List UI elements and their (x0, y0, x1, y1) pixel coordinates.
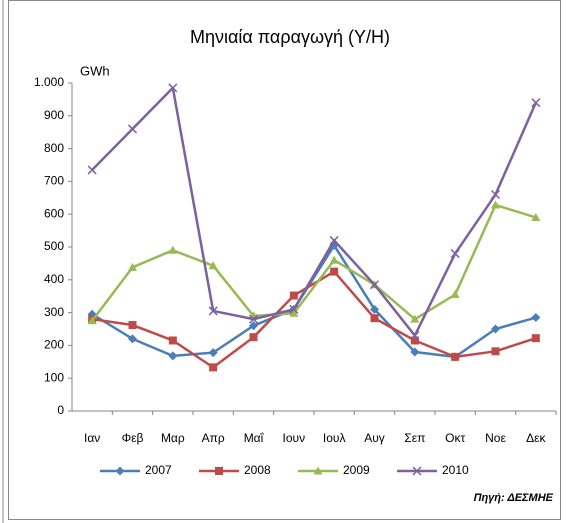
point (531, 334, 540, 343)
point (369, 280, 380, 290)
point (451, 352, 460, 361)
x-tick-label: Ιουν (283, 431, 306, 445)
point (412, 466, 422, 476)
legend-label: 2007 (145, 463, 172, 477)
y-tick-label: 900 (44, 108, 64, 122)
y-tick-label: 1.000 (34, 75, 64, 89)
y-tick-label: 0 (57, 403, 64, 417)
chart-frame (8, 0, 561, 520)
point (329, 255, 339, 264)
y-unit: GWh (80, 63, 110, 78)
x-tick-label: Νοε (485, 431, 506, 445)
point (531, 98, 541, 108)
point (115, 466, 125, 476)
y-tick-label: 700 (44, 174, 64, 188)
x-tick-label: Φεβ (122, 431, 144, 445)
point (248, 314, 259, 324)
point (87, 165, 97, 175)
point (168, 351, 178, 361)
point (127, 124, 138, 134)
y-tick-label: 500 (44, 239, 64, 253)
point (249, 321, 258, 331)
point (329, 235, 339, 245)
legend-label: 2010 (442, 463, 469, 477)
y-tick-label: 300 (44, 305, 64, 319)
point (410, 331, 420, 341)
point (531, 212, 541, 221)
x-tick-label: Σεπ (404, 431, 425, 445)
point (289, 304, 299, 314)
point (450, 249, 460, 259)
point (491, 200, 500, 209)
legend-label: 2009 (343, 463, 370, 477)
point (128, 334, 137, 344)
x-tick-label: Ιαν (84, 431, 100, 445)
series-line (91, 270, 537, 369)
y-tick-label: 100 (44, 370, 64, 384)
x-tick-label: Οκτ (445, 431, 465, 445)
point (128, 321, 137, 330)
series-line (91, 203, 537, 322)
point (215, 467, 223, 475)
chart-title: Μηνιαία παραγωγή (Υ/Η) (190, 27, 390, 47)
point (208, 306, 218, 316)
y-tick-label: 200 (44, 338, 64, 352)
point (209, 363, 218, 372)
y-tick-label: 600 (44, 206, 64, 220)
point (370, 314, 379, 323)
x-tick-label: Αυγ (364, 431, 385, 445)
point (531, 313, 541, 323)
x-tick-label: Ιουλ (323, 431, 346, 445)
point (168, 336, 177, 345)
point (249, 333, 258, 342)
point (128, 262, 137, 271)
point (370, 304, 379, 314)
point (491, 347, 500, 356)
series-line (91, 86, 537, 337)
x-tick-label: Μαΐ (244, 431, 265, 445)
point (450, 290, 460, 299)
legend-label: 2008 (244, 463, 271, 477)
point (330, 267, 339, 276)
point (289, 291, 298, 300)
y-tick-label: 400 (44, 272, 64, 286)
x-tick-label: Δεκ (526, 431, 546, 445)
point (410, 314, 420, 323)
point (491, 324, 500, 334)
point (168, 83, 178, 93)
y-tick-label: 800 (44, 141, 64, 155)
point (410, 347, 420, 357)
point (87, 316, 97, 325)
point (208, 261, 218, 270)
point (208, 348, 218, 358)
source-note: Πηγή: ΔΕΣΜΗΕ (474, 492, 554, 504)
point (168, 245, 178, 254)
point (313, 466, 323, 475)
point (490, 189, 501, 200)
x-tick-label: Μαρ (161, 431, 185, 445)
point (289, 308, 299, 317)
point (410, 336, 419, 345)
x-tick-label: Απρ (202, 431, 225, 445)
